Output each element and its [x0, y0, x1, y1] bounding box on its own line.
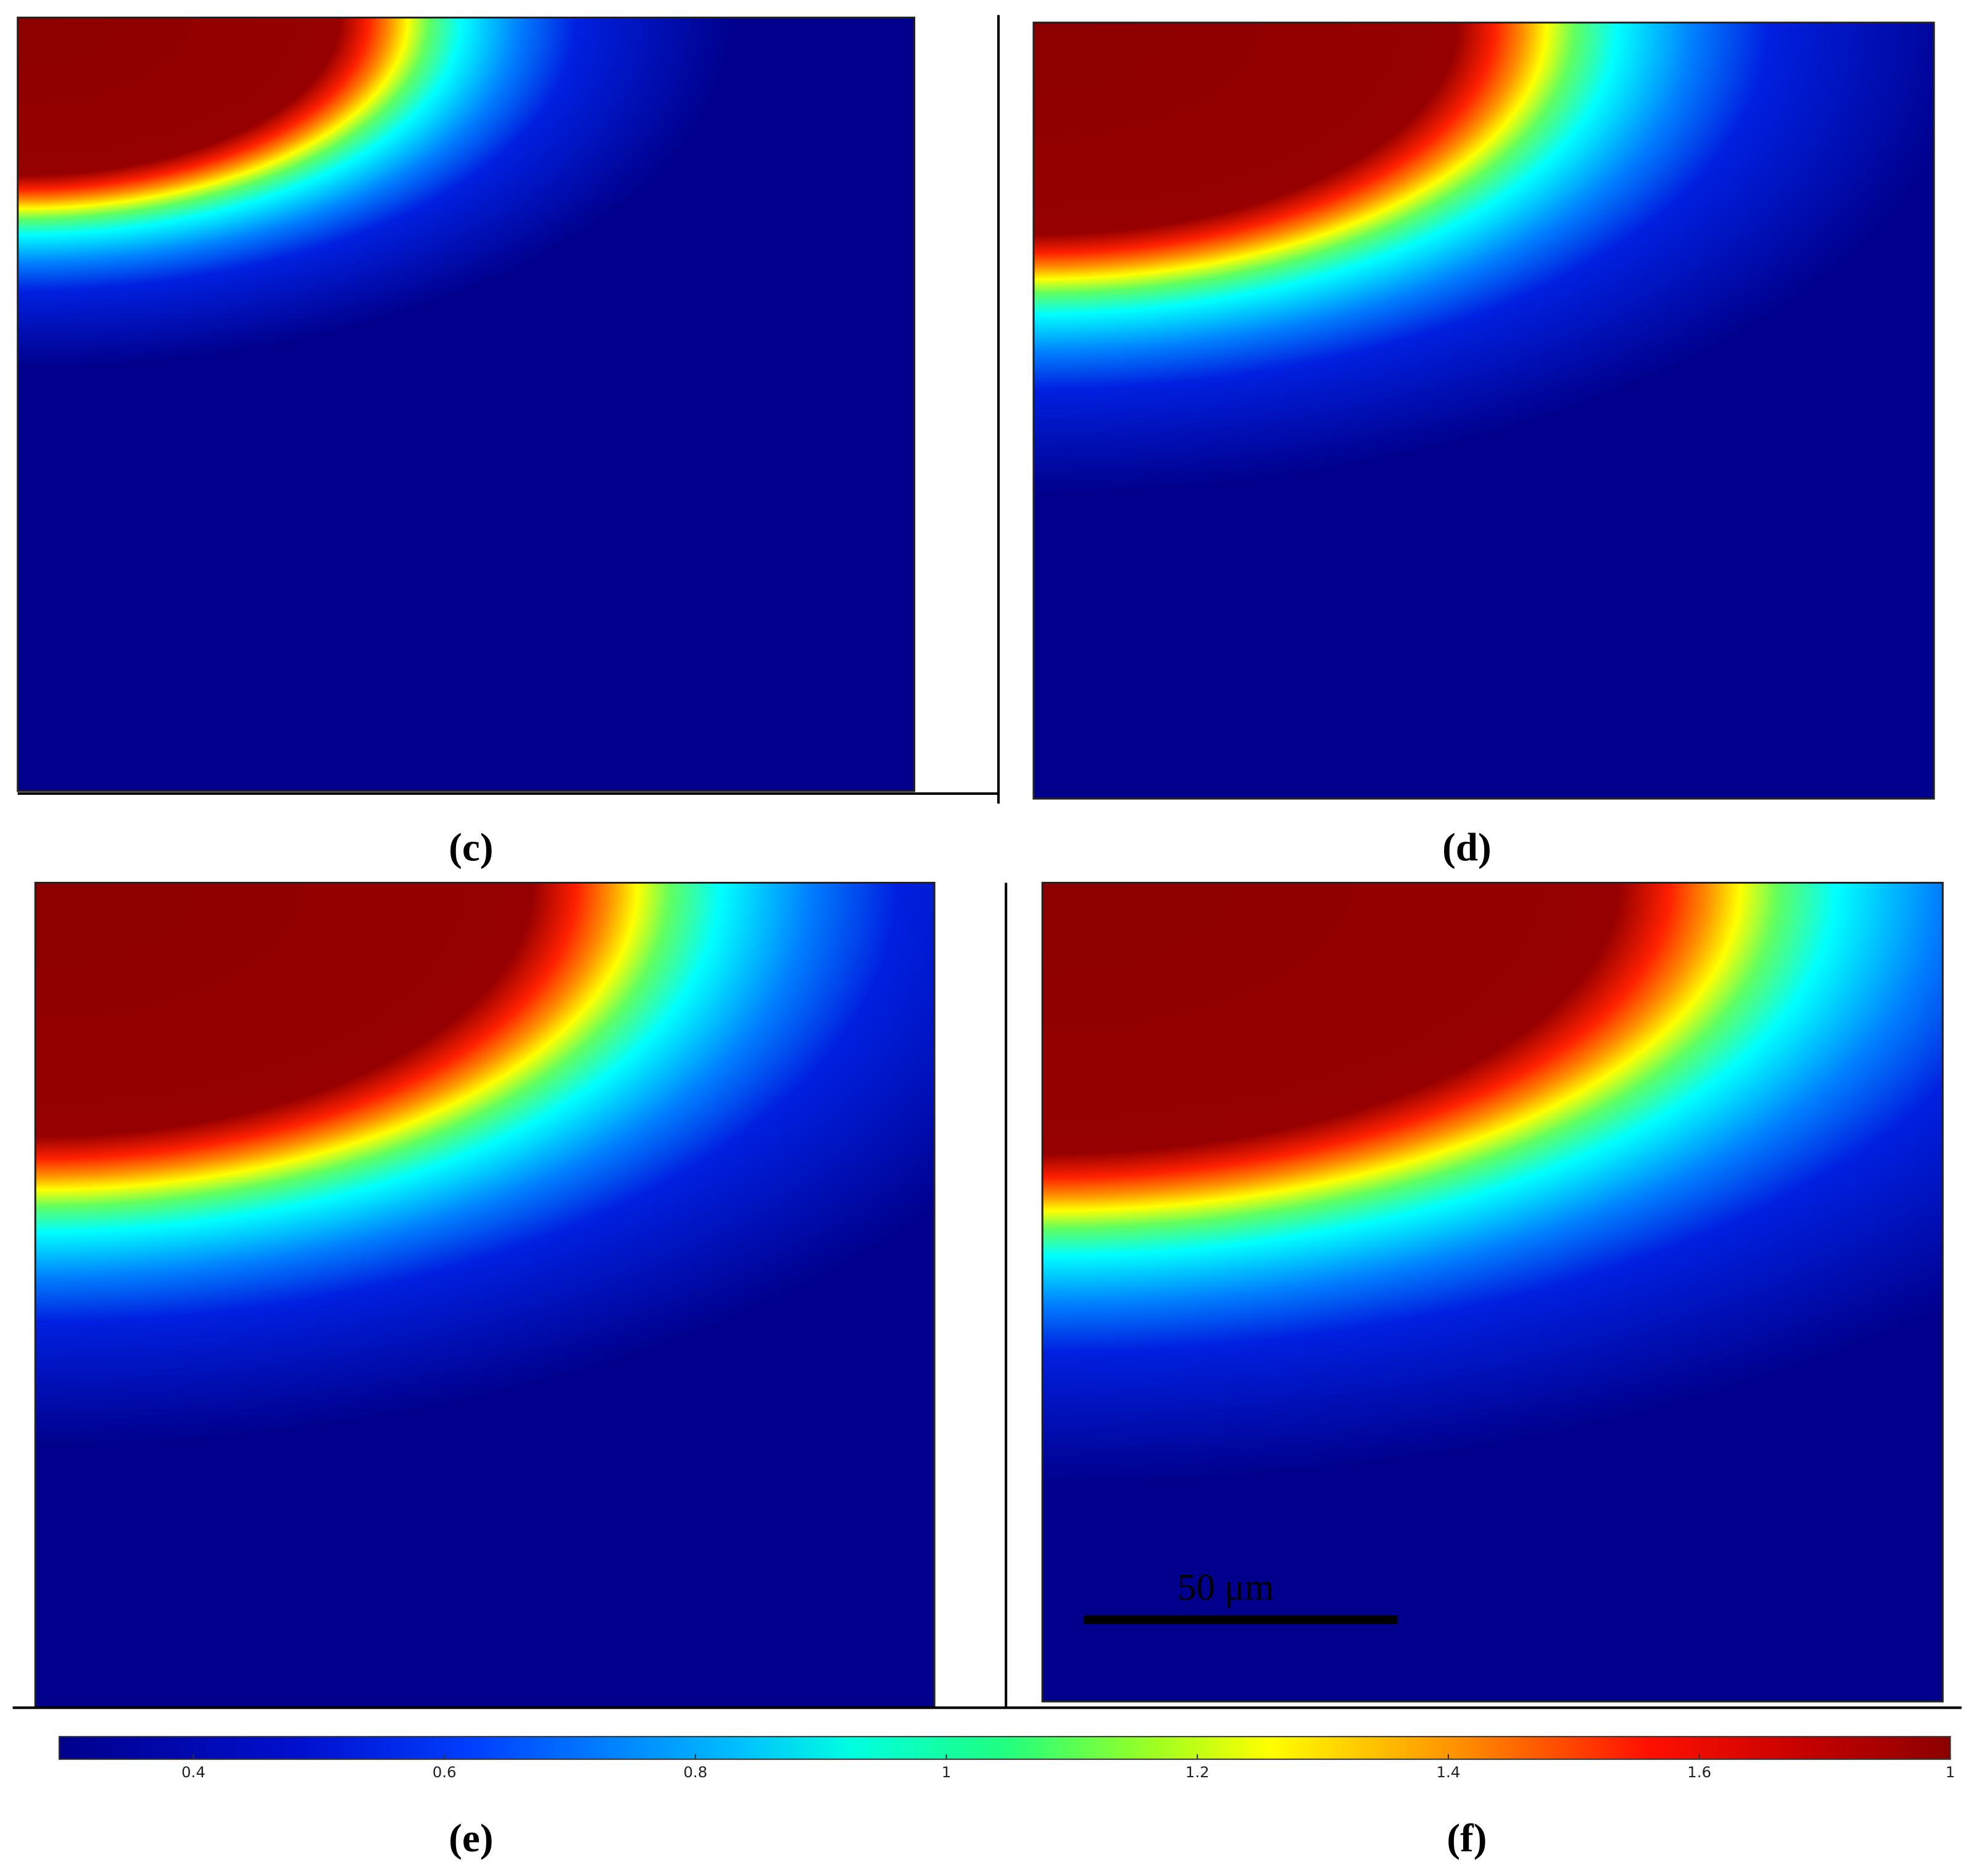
colorbar-tick-label: 0.6 [433, 1763, 457, 1781]
colorbar-ticks: 0.4 0.6 0.8 1 1.2 1.4 1.6 1 [181, 1754, 1956, 1781]
colorbar-tick-label: 1.2 [1185, 1763, 1210, 1781]
field-panel [1032, 22, 1935, 800]
panel-label: (e) [449, 1816, 493, 1861]
colorbar-tick-label: 0.4 [181, 1763, 206, 1781]
panel-label: (c) [449, 826, 493, 870]
colorbar-tick-label: 1 [942, 1763, 952, 1781]
panel-label: (d) [1442, 826, 1492, 870]
field-panel [1041, 881, 1944, 1703]
field-panel [17, 16, 916, 792]
scale-bar-label: 50 μm [1177, 1567, 1274, 1608]
field-panel [34, 881, 936, 1709]
colorbar-tick-label: 0.8 [683, 1763, 707, 1781]
colorbar [58, 1736, 1951, 1760]
colorbar-tick-label: 1.4 [1436, 1763, 1460, 1781]
panels: (c) (d) (e) (f) [17, 16, 1944, 1861]
panel-label: (f) [1447, 1816, 1487, 1861]
colorbar-tick-label: 1.6 [1687, 1763, 1711, 1781]
colorbar-tick-label: 1 [1946, 1763, 1956, 1781]
